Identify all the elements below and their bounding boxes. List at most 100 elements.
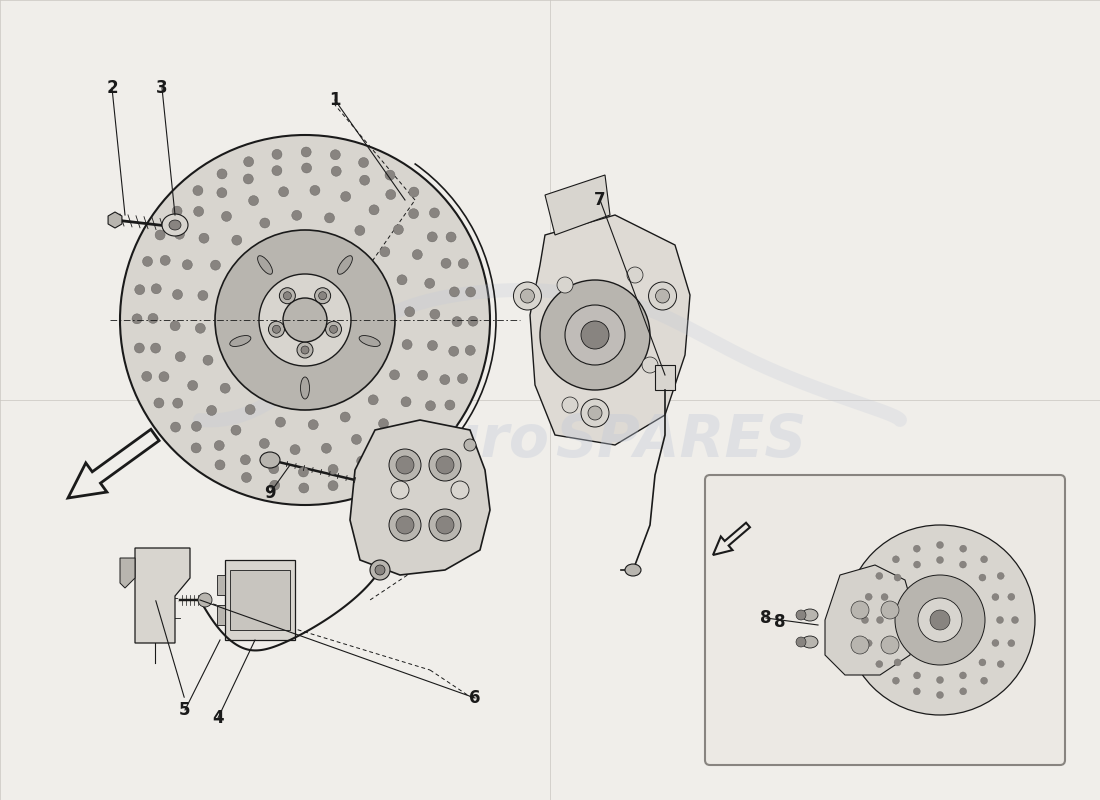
- Ellipse shape: [155, 230, 165, 240]
- Ellipse shape: [514, 282, 541, 310]
- Ellipse shape: [272, 150, 282, 159]
- Ellipse shape: [656, 289, 670, 303]
- Ellipse shape: [441, 258, 451, 268]
- Ellipse shape: [565, 305, 625, 365]
- Ellipse shape: [257, 256, 273, 274]
- Ellipse shape: [881, 639, 888, 646]
- Ellipse shape: [1008, 640, 1015, 646]
- Ellipse shape: [845, 525, 1035, 715]
- Ellipse shape: [278, 186, 288, 197]
- Ellipse shape: [308, 420, 318, 430]
- Polygon shape: [120, 558, 135, 588]
- Ellipse shape: [894, 659, 901, 666]
- Ellipse shape: [427, 232, 438, 242]
- Ellipse shape: [802, 609, 818, 621]
- Ellipse shape: [642, 357, 658, 373]
- Ellipse shape: [375, 565, 385, 575]
- Ellipse shape: [468, 316, 478, 326]
- Ellipse shape: [429, 208, 439, 218]
- Ellipse shape: [191, 443, 201, 453]
- Ellipse shape: [876, 573, 883, 579]
- Ellipse shape: [341, 191, 351, 202]
- Ellipse shape: [243, 157, 254, 166]
- Ellipse shape: [936, 691, 944, 698]
- Ellipse shape: [428, 341, 438, 350]
- Ellipse shape: [268, 464, 278, 474]
- Ellipse shape: [418, 370, 428, 380]
- Ellipse shape: [151, 284, 162, 294]
- Ellipse shape: [802, 636, 818, 648]
- Ellipse shape: [214, 441, 224, 450]
- Ellipse shape: [396, 516, 414, 534]
- Ellipse shape: [412, 250, 422, 259]
- Ellipse shape: [310, 186, 320, 195]
- Ellipse shape: [359, 158, 369, 167]
- Ellipse shape: [175, 352, 185, 362]
- Ellipse shape: [389, 449, 421, 481]
- Text: 3: 3: [156, 79, 168, 97]
- Polygon shape: [230, 570, 290, 630]
- Ellipse shape: [340, 412, 350, 422]
- Ellipse shape: [980, 677, 988, 684]
- Ellipse shape: [402, 397, 411, 407]
- Ellipse shape: [465, 287, 475, 297]
- Ellipse shape: [370, 560, 390, 580]
- Ellipse shape: [170, 321, 180, 330]
- Ellipse shape: [196, 323, 206, 334]
- Ellipse shape: [283, 298, 327, 342]
- Ellipse shape: [230, 335, 251, 346]
- Ellipse shape: [328, 481, 338, 490]
- Ellipse shape: [625, 564, 641, 576]
- Ellipse shape: [132, 314, 142, 324]
- Ellipse shape: [436, 516, 454, 534]
- Ellipse shape: [936, 557, 944, 563]
- Ellipse shape: [918, 598, 962, 642]
- Ellipse shape: [406, 423, 416, 434]
- Ellipse shape: [425, 278, 435, 288]
- Ellipse shape: [272, 166, 282, 176]
- Ellipse shape: [997, 617, 1003, 623]
- Ellipse shape: [913, 561, 921, 568]
- Ellipse shape: [998, 661, 1004, 667]
- Polygon shape: [530, 215, 690, 445]
- Ellipse shape: [877, 617, 883, 623]
- Ellipse shape: [151, 343, 161, 353]
- Ellipse shape: [861, 617, 869, 623]
- Ellipse shape: [379, 247, 389, 257]
- Ellipse shape: [588, 406, 602, 420]
- Ellipse shape: [198, 290, 208, 301]
- Ellipse shape: [319, 292, 327, 300]
- Ellipse shape: [992, 639, 999, 646]
- Ellipse shape: [173, 398, 183, 408]
- Ellipse shape: [217, 169, 227, 179]
- Text: euro: euro: [400, 411, 550, 469]
- Ellipse shape: [194, 206, 204, 217]
- Ellipse shape: [430, 310, 440, 319]
- Ellipse shape: [268, 322, 285, 338]
- Ellipse shape: [148, 314, 158, 323]
- Ellipse shape: [627, 267, 644, 283]
- Ellipse shape: [120, 135, 490, 505]
- Ellipse shape: [191, 422, 201, 431]
- Polygon shape: [544, 175, 610, 235]
- Text: 6: 6: [470, 689, 481, 707]
- Polygon shape: [350, 420, 490, 575]
- Ellipse shape: [998, 573, 1004, 579]
- Ellipse shape: [351, 434, 362, 444]
- Ellipse shape: [426, 401, 436, 410]
- Ellipse shape: [214, 460, 225, 470]
- Ellipse shape: [297, 342, 313, 358]
- Ellipse shape: [135, 285, 145, 294]
- Ellipse shape: [796, 637, 806, 647]
- Ellipse shape: [270, 480, 279, 490]
- Ellipse shape: [290, 445, 300, 454]
- Ellipse shape: [198, 593, 212, 607]
- Ellipse shape: [581, 399, 609, 427]
- Ellipse shape: [241, 473, 252, 482]
- Ellipse shape: [450, 287, 460, 297]
- Text: 8: 8: [760, 609, 772, 627]
- Ellipse shape: [895, 575, 984, 665]
- Text: 1: 1: [329, 91, 341, 109]
- Ellipse shape: [428, 424, 438, 434]
- Ellipse shape: [360, 175, 370, 185]
